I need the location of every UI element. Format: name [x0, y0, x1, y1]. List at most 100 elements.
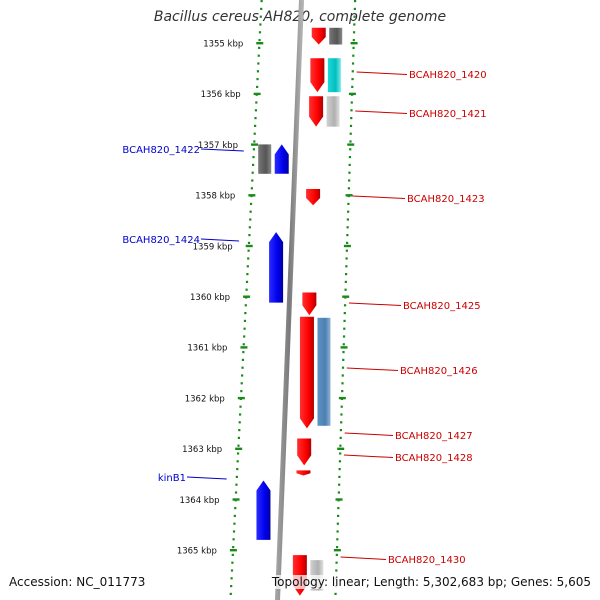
feature-box [326, 96, 340, 127]
tick-mark-left [248, 194, 256, 197]
tick-mark-right [333, 549, 341, 552]
forward-gene-arrow [299, 316, 314, 429]
left-track-dot [254, 124, 257, 127]
right-track-dot [348, 163, 351, 166]
label-leader-line [356, 71, 408, 75]
forward-gene-arrow [306, 189, 321, 206]
feature-box [327, 58, 341, 93]
right-track-dot [353, 15, 356, 18]
tick-mark-right [343, 244, 351, 248]
left-track-dot [236, 468, 239, 471]
gene-label: BCAH820_1422 [122, 145, 200, 156]
left-track-dot [245, 288, 248, 291]
left-track-dot [244, 312, 247, 315]
right-track-dot [335, 569, 338, 572]
left-track-dot [235, 475, 238, 478]
tick-label: 1361 kbp [187, 344, 227, 354]
genome-summary: Topology: linear; Length: 5,302,683 bp; … [271, 575, 591, 589]
right-track-dot [348, 179, 351, 182]
forward-gene-arrow [310, 58, 325, 93]
left-track-dot [258, 39, 261, 42]
tick-mark-left [256, 42, 264, 45]
gene-label: BCAH820_1430 [388, 555, 466, 566]
tick-mark-left [250, 143, 258, 146]
right-track-dot [346, 234, 349, 237]
label-leader-line [344, 432, 394, 436]
right-track-dot [353, 23, 356, 26]
left-track-dot [247, 249, 250, 252]
right-track-dot [342, 343, 345, 346]
left-track-dot [254, 109, 258, 112]
left-track-dot [260, 7, 263, 10]
label-leader-line [346, 367, 399, 371]
forward-gene-arrow [309, 96, 324, 127]
tick-mark-right [350, 42, 358, 45]
right-track-dot [352, 54, 355, 57]
left-track-dot [232, 538, 235, 541]
right-track-dot [343, 312, 346, 315]
gene-label: BCAH820_1420 [409, 70, 487, 81]
left-track-dot [248, 226, 251, 229]
right-track-dot [349, 148, 352, 151]
backbone-line [275, 0, 304, 600]
left-track-dot [253, 140, 256, 143]
left-track-dot [237, 444, 240, 447]
right-track-dot [347, 210, 350, 213]
tick-label: 1359 kbp [193, 242, 233, 252]
tick-label: 1363 kbp [182, 445, 222, 455]
left-track-dot [258, 46, 261, 49]
right-track-dot [340, 413, 343, 416]
left-track-dot [247, 257, 250, 260]
tick-mark-right [348, 92, 356, 96]
left-track-dot [232, 530, 236, 533]
tick-label: 1355 kbp [203, 40, 243, 50]
left-track-dot [251, 179, 254, 182]
left-track-dot [256, 85, 259, 88]
left-track-dot [236, 452, 240, 455]
left-track-dot [243, 319, 247, 322]
left-track-dot [236, 460, 239, 463]
tick-label: 1365 kbp [177, 547, 217, 557]
label-leader-line [352, 195, 406, 199]
label-leader-line [355, 110, 408, 114]
forward-gene-arrow [311, 27, 326, 45]
tick-label: 1360 kbp [190, 293, 230, 303]
right-track-dot [351, 62, 355, 65]
tick-mark-right [347, 143, 355, 146]
tick-mark-left [240, 346, 248, 349]
left-track-dot [240, 390, 243, 393]
forward-gene-arrow [302, 292, 317, 316]
right-track-dot [343, 304, 347, 307]
label-leader-line [340, 556, 387, 560]
accession-text: Accession: NC_011773 [9, 575, 146, 589]
tick-mark-left [237, 396, 245, 400]
left-track-dot [238, 421, 241, 424]
left-track-dot [252, 156, 255, 159]
gene-label: BCAH820_1425 [403, 301, 481, 312]
gene-label: kinB1 [158, 473, 186, 484]
left-track-dot [257, 62, 260, 65]
tick-mark-left [229, 549, 237, 552]
right-track-dot [347, 202, 350, 205]
left-track-dot [231, 553, 234, 556]
right-track-dot [344, 273, 348, 276]
tick-mark-left [253, 92, 261, 96]
tick-mark-left [243, 295, 251, 298]
left-track-dot [230, 585, 233, 588]
right-track-dot [351, 78, 354, 81]
right-track-dot [354, 0, 357, 3]
left-track-dot [260, 0, 263, 3]
right-track-dot [346, 226, 349, 229]
label-leader-line [200, 238, 240, 242]
left-track-dot [259, 15, 262, 18]
tick-mark-left [245, 244, 253, 248]
left-track-dot [241, 374, 244, 377]
right-track-dot [346, 218, 349, 221]
right-track-dot [336, 538, 339, 541]
left-track-dot [251, 163, 255, 166]
left-track-dot [256, 70, 260, 73]
left-track-dot [238, 429, 241, 432]
left-track-dot [244, 304, 247, 307]
